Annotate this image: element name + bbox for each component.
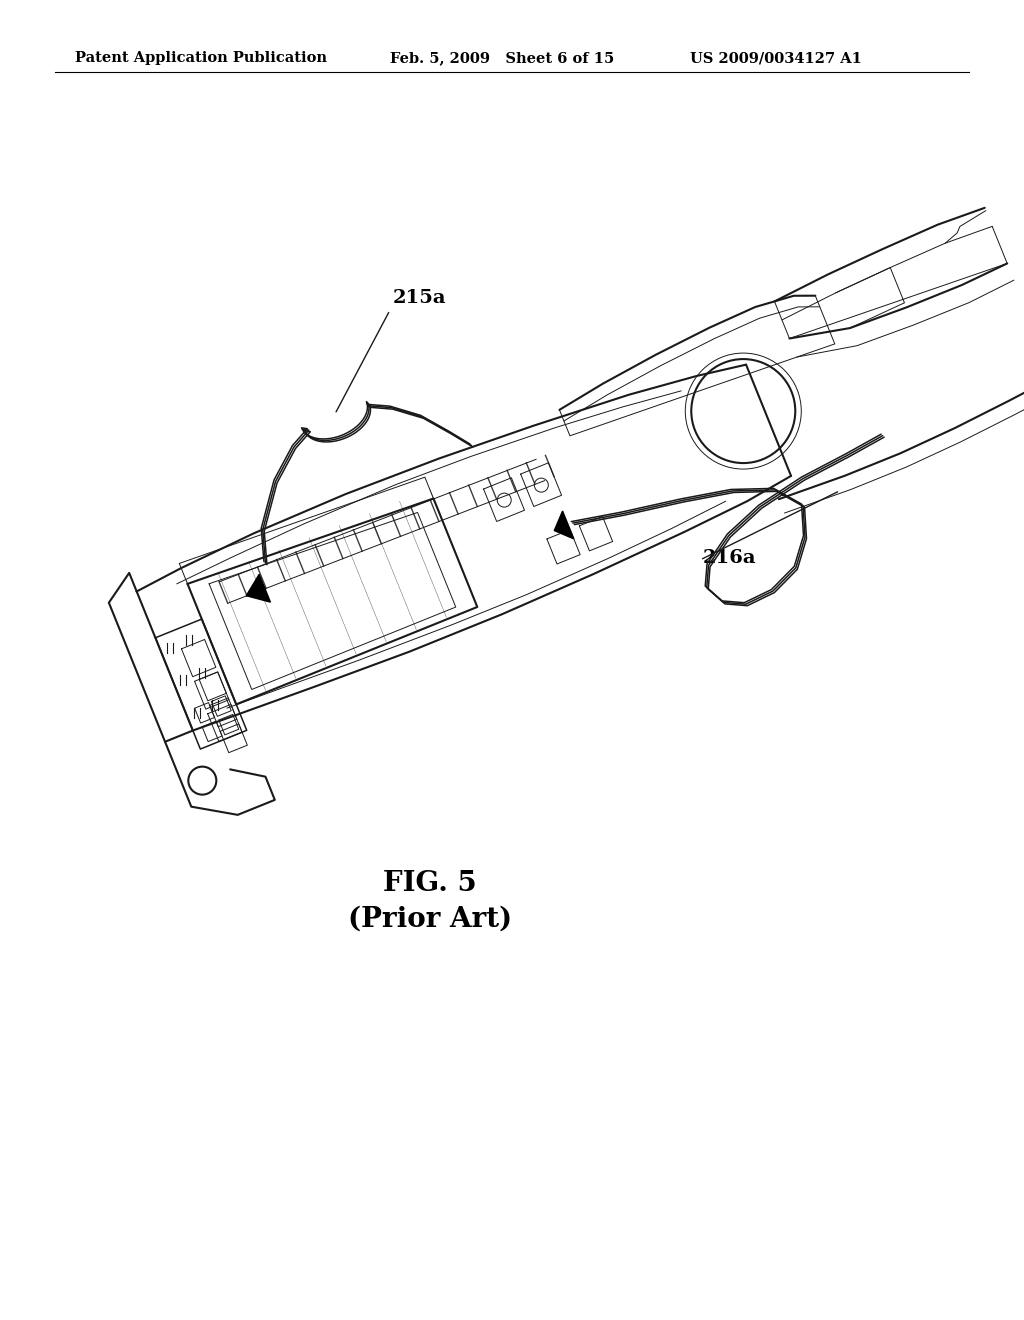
Polygon shape <box>246 574 270 602</box>
Text: 216a: 216a <box>703 549 757 568</box>
Text: (Prior Art): (Prior Art) <box>348 906 512 933</box>
Text: US 2009/0034127 A1: US 2009/0034127 A1 <box>690 51 862 65</box>
Polygon shape <box>554 511 573 539</box>
Text: 215a: 215a <box>393 289 446 308</box>
Text: Patent Application Publication: Patent Application Publication <box>75 51 327 65</box>
Text: FIG. 5: FIG. 5 <box>383 870 477 898</box>
Text: Feb. 5, 2009   Sheet 6 of 15: Feb. 5, 2009 Sheet 6 of 15 <box>390 51 614 65</box>
